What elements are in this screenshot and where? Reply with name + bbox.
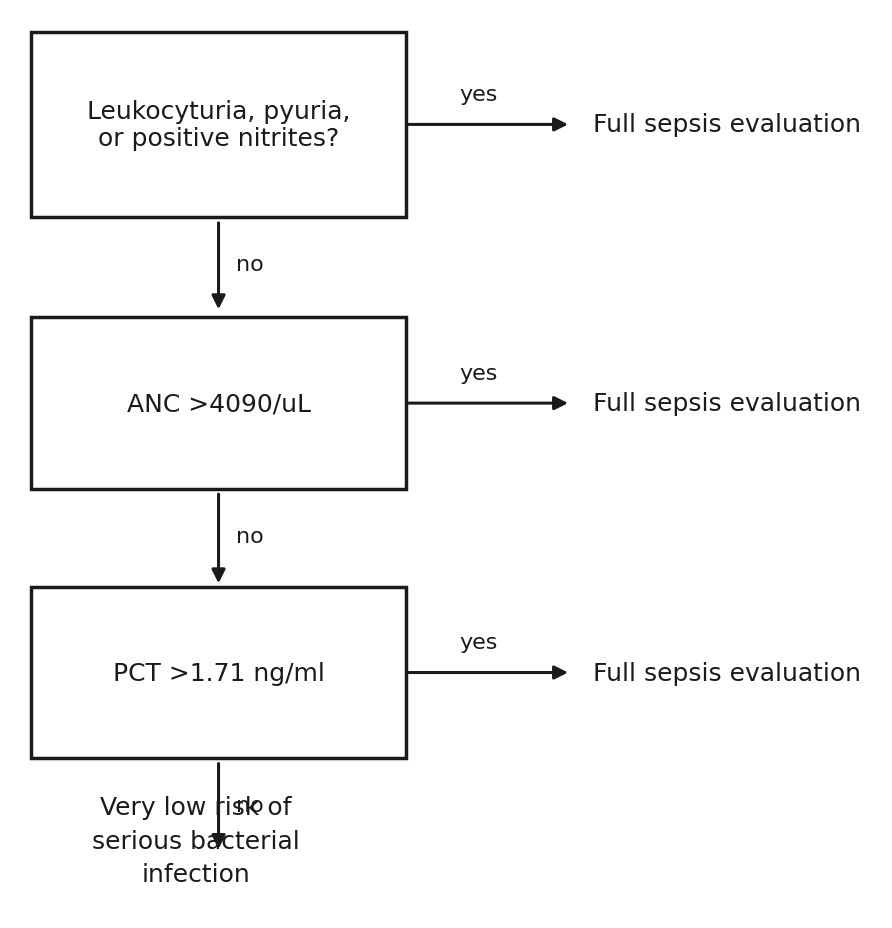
Text: no: no — [236, 254, 264, 275]
FancyBboxPatch shape — [31, 586, 406, 759]
Text: Very low risk of
serious bacterial
infection: Very low risk of serious bacterial infec… — [93, 795, 300, 886]
Text: PCT >1.71 ng/ml: PCT >1.71 ng/ml — [112, 661, 325, 685]
Text: yes: yes — [459, 84, 498, 105]
Text: ANC >4090/uL: ANC >4090/uL — [127, 392, 310, 416]
FancyBboxPatch shape — [31, 32, 406, 218]
Text: Full sepsis evaluation: Full sepsis evaluation — [593, 392, 861, 416]
Text: no: no — [236, 526, 264, 547]
FancyBboxPatch shape — [31, 317, 406, 490]
Text: Leukocyturia, pyuria,
or positive nitrites?: Leukocyturia, pyuria, or positive nitrit… — [87, 99, 351, 151]
Text: yes: yes — [459, 632, 498, 652]
Text: Full sepsis evaluation: Full sepsis evaluation — [593, 661, 861, 685]
Text: yes: yes — [459, 363, 498, 383]
Text: Full sepsis evaluation: Full sepsis evaluation — [593, 113, 861, 137]
Text: no: no — [236, 795, 264, 816]
